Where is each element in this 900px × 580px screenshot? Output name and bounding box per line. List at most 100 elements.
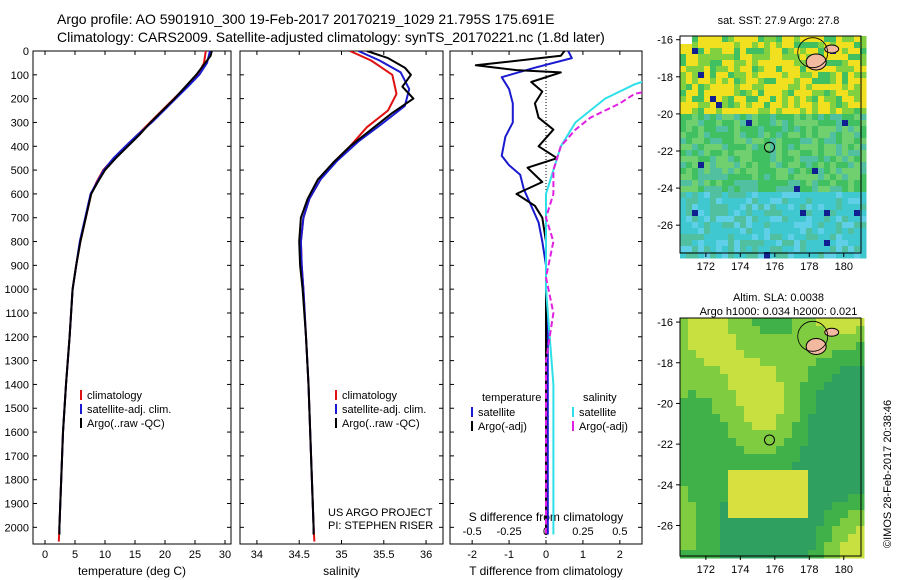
map-cell xyxy=(728,326,737,335)
map-cell xyxy=(710,126,717,133)
map-cell xyxy=(832,350,841,359)
map-cell xyxy=(680,406,689,415)
map-cell xyxy=(728,54,735,61)
map-cell xyxy=(800,216,807,223)
map-cell xyxy=(840,358,849,367)
map-cell xyxy=(758,138,765,145)
map-cell xyxy=(704,204,711,211)
map-cell xyxy=(698,66,705,73)
map-cell xyxy=(856,534,865,543)
map-cell xyxy=(860,216,867,223)
map-cell xyxy=(734,162,741,169)
map-cell xyxy=(840,526,849,535)
map-cell xyxy=(840,414,849,423)
map-cell xyxy=(832,438,841,447)
map-cell xyxy=(752,168,759,175)
map-cell xyxy=(830,198,837,205)
map-cell xyxy=(712,374,721,383)
map-cell xyxy=(812,78,819,85)
map-cell xyxy=(722,156,729,163)
map-cell xyxy=(692,210,699,217)
map-cell xyxy=(740,222,747,229)
x2-tick-label: -0.5 xyxy=(463,526,482,538)
map-cell xyxy=(744,478,753,487)
map-cell xyxy=(728,430,737,439)
map-cell xyxy=(856,542,865,551)
map-cell xyxy=(698,162,705,169)
map-cell xyxy=(716,174,723,181)
map-cell xyxy=(698,198,705,205)
argo-float-marker xyxy=(763,141,775,153)
map-cell xyxy=(792,422,801,431)
map-cell xyxy=(716,234,723,241)
map-cell xyxy=(842,210,849,217)
map-cell xyxy=(800,66,807,73)
map-cell xyxy=(722,174,729,181)
map-cell xyxy=(770,36,777,43)
map-cell xyxy=(812,240,819,247)
map-cell xyxy=(848,246,855,253)
map-cell xyxy=(776,108,783,115)
map-cell xyxy=(788,246,795,253)
map-cell xyxy=(818,72,825,79)
map-cell xyxy=(788,240,795,247)
map-cell xyxy=(710,240,717,247)
map-cell xyxy=(744,414,753,423)
map-cell xyxy=(770,78,777,85)
map-cell xyxy=(704,150,711,157)
map-cell xyxy=(782,174,789,181)
x-tick-label: 34 xyxy=(251,549,263,561)
map-cell xyxy=(856,454,865,463)
map-cell xyxy=(722,222,729,229)
map-cell xyxy=(704,382,713,391)
map-cell xyxy=(752,90,759,97)
map-cell xyxy=(806,162,813,169)
map-cell xyxy=(856,334,865,343)
project-text: PI: STEPHEN RISER xyxy=(328,520,433,532)
map-cell xyxy=(734,36,741,43)
map-cell xyxy=(764,198,771,205)
map-cell xyxy=(722,228,729,235)
map-cell xyxy=(746,72,753,79)
map-cell xyxy=(722,138,729,145)
map-cell xyxy=(776,114,783,121)
map-cell xyxy=(854,132,861,139)
map-cell xyxy=(692,54,699,61)
map-cell xyxy=(800,502,809,511)
map-cell xyxy=(830,114,837,121)
map-cell xyxy=(696,366,705,375)
map-cell xyxy=(704,478,713,487)
y-tick-label: -20 xyxy=(657,398,673,410)
map-cell xyxy=(788,168,795,175)
map-cell xyxy=(782,144,789,151)
map-cell xyxy=(760,318,769,327)
map-cell xyxy=(776,216,783,223)
map-cell xyxy=(788,252,795,259)
map-cell xyxy=(800,326,809,335)
map-cell xyxy=(854,54,861,61)
y-tick-label: -24 xyxy=(657,480,673,492)
map-cell xyxy=(824,138,831,145)
map-cell xyxy=(800,138,807,145)
map-cell xyxy=(782,240,789,247)
map-cell xyxy=(712,318,721,327)
map-cell xyxy=(860,36,867,43)
map-cell xyxy=(816,534,825,543)
map-cell xyxy=(770,162,777,169)
map-cell xyxy=(776,222,783,229)
map-cell xyxy=(728,120,735,127)
map-cell xyxy=(758,210,765,217)
map-cell xyxy=(784,430,793,439)
map-cell xyxy=(816,422,825,431)
map-cell xyxy=(758,54,765,61)
map-cell xyxy=(824,406,833,415)
map-cell xyxy=(716,72,723,79)
map-cell xyxy=(680,222,687,229)
map-cell xyxy=(698,150,705,157)
map-cell xyxy=(746,102,753,109)
map-cell xyxy=(686,168,693,175)
map-cell xyxy=(840,342,849,351)
map-cell xyxy=(680,342,689,351)
map-cell xyxy=(720,326,729,335)
map-cell xyxy=(792,462,801,471)
